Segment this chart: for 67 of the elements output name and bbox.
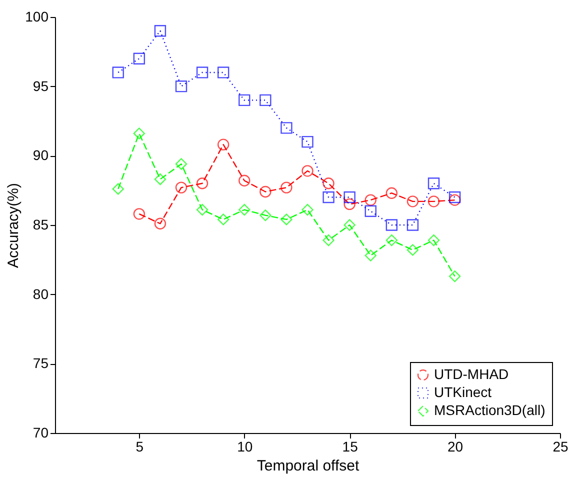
point — [302, 165, 314, 177]
point — [364, 250, 376, 262]
x-axis-title: Temporal offset — [256, 458, 360, 474]
y-tick-label: 85 — [32, 216, 49, 232]
point — [175, 182, 188, 194]
x-tick-label: 15 — [342, 438, 358, 454]
point — [154, 173, 166, 186]
point — [344, 219, 356, 231]
point — [133, 52, 146, 64]
point — [112, 66, 124, 78]
point — [448, 194, 461, 206]
point — [344, 191, 356, 204]
point — [238, 204, 250, 216]
point — [322, 234, 334, 246]
point — [280, 182, 292, 194]
point — [280, 122, 292, 134]
point — [386, 234, 398, 246]
point — [175, 158, 188, 170]
point — [386, 219, 398, 231]
y-axis-title: Accuracy(%) — [5, 182, 22, 268]
x-tick-label: 20 — [448, 438, 464, 454]
point — [238, 94, 250, 106]
point — [196, 204, 208, 216]
legend-label: UTD-MHAD — [434, 366, 509, 382]
point — [133, 128, 146, 140]
point — [154, 218, 166, 230]
y-tick-label: 95 — [32, 78, 49, 94]
point — [428, 178, 440, 190]
point — [406, 219, 419, 231]
y-tick-label: 100 — [25, 8, 49, 24]
x-tick-label: 5 — [136, 438, 144, 454]
legend-label: MSRAction3D(all) — [434, 402, 546, 418]
y-tick-label: 80 — [32, 286, 49, 302]
x-tick-label: 10 — [237, 438, 253, 454]
point — [448, 191, 461, 204]
point — [448, 270, 461, 282]
point — [280, 214, 292, 226]
point — [175, 80, 188, 92]
legend-label: UTKinect — [434, 384, 492, 400]
point — [238, 174, 250, 186]
point — [154, 25, 166, 37]
point — [217, 138, 230, 150]
point — [196, 178, 208, 190]
point — [364, 194, 376, 206]
point — [364, 205, 376, 217]
point — [112, 183, 124, 195]
point — [344, 198, 356, 210]
point — [302, 204, 314, 216]
point — [260, 209, 272, 222]
point — [428, 196, 440, 208]
point — [386, 187, 398, 199]
y-tick-label: 90 — [32, 147, 49, 164]
point — [217, 66, 230, 78]
point — [322, 178, 334, 190]
point — [260, 186, 272, 198]
point — [217, 214, 230, 226]
point — [322, 191, 334, 204]
point — [133, 208, 146, 220]
x-tick-label: 25 — [552, 438, 568, 454]
point — [196, 66, 208, 78]
point — [406, 196, 419, 208]
point — [260, 94, 272, 106]
point — [406, 244, 419, 256]
point — [302, 136, 314, 148]
y-tick-label: 70 — [32, 424, 49, 440]
point — [428, 234, 440, 246]
y-tick-label: 75 — [32, 355, 49, 372]
